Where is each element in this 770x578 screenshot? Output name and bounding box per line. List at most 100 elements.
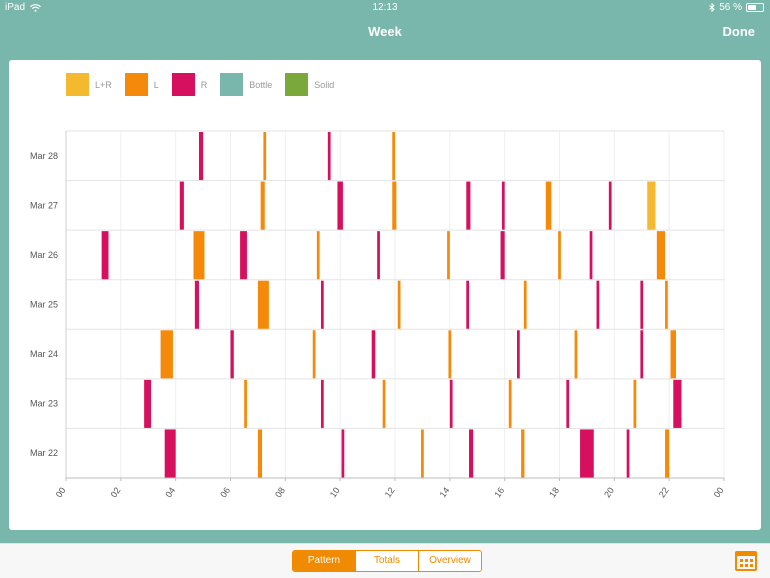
feed-bar-l [558, 231, 561, 280]
x-tick-label: 02 [109, 485, 123, 499]
feed-bar-r [240, 231, 247, 280]
legend-label: L [153, 79, 159, 90]
x-tick-label: 22 [657, 485, 671, 499]
feed-bar-l [382, 379, 386, 428]
feed-bar-l [633, 379, 637, 428]
feed-bar-r [640, 330, 644, 379]
day-label: Mar 22 [30, 448, 58, 458]
feed-bar-l-r [647, 181, 656, 230]
top-bar: iPad 12:13 56 % Week Done [0, 0, 770, 48]
day-label: Mar 23 [30, 399, 58, 409]
feed-bar-l [392, 132, 395, 181]
feed-bar-r [101, 231, 109, 280]
feed-bar-l [193, 231, 205, 280]
feed-bar-r [449, 379, 453, 428]
feed-bar-l [257, 429, 263, 478]
feed-bar-l [257, 280, 269, 329]
feed-bar-l [392, 181, 397, 230]
x-tick-label: 12 [383, 485, 397, 499]
legend: L+R L R Bottle Solid [66, 73, 347, 96]
feed-bar-l [244, 379, 247, 428]
feed-bar-l [523, 280, 527, 329]
x-tick-label: 20 [602, 485, 616, 499]
day-label: Mar 24 [30, 349, 58, 359]
feed-bar-r [164, 429, 176, 478]
legend-label: Solid [314, 79, 335, 90]
feed-bar-r [566, 379, 570, 428]
feed-bar-r [640, 280, 644, 329]
feed-bar-l [263, 132, 267, 181]
legend-item: Solid [285, 73, 334, 96]
bluetooth-icon [709, 3, 715, 12]
feed-bar-r [626, 429, 630, 478]
feed-bar-r [466, 181, 471, 230]
day-label: Mar 27 [30, 200, 58, 210]
day-label: Mar 26 [30, 250, 58, 260]
view-switcher: Pattern Totals Overview [292, 550, 482, 572]
x-tick-label: 08 [273, 485, 287, 499]
feed-bar-r [371, 330, 376, 379]
battery-percent: 56 % [719, 2, 742, 13]
legend-swatch [220, 73, 244, 96]
feed-bar-r [517, 330, 520, 379]
tab-overview[interactable]: Overview [418, 551, 481, 571]
legend-swatch [124, 73, 148, 96]
status-time: 12:13 [372, 2, 398, 13]
feed-bar-l [665, 280, 668, 329]
status-left: iPad [5, 2, 41, 13]
battery-icon [746, 3, 764, 12]
feed-bar-r [466, 280, 470, 329]
feed-bar-r [198, 132, 204, 181]
feed-bar-l [574, 330, 578, 379]
legend-label: L+R [95, 79, 112, 90]
x-tick-label: 04 [163, 485, 177, 499]
feed-bar-l [656, 231, 666, 280]
pattern-chart: Mar 28 Mar 27 Mar 26 Mar 25 Mar 24 Mar 23 Mar … [30, 130, 726, 499]
feed-bar-r [377, 231, 380, 280]
feed-bar-r [179, 181, 184, 230]
feed-bar-l [448, 330, 452, 379]
page-title: Week [368, 24, 402, 39]
feed-bar-l [397, 280, 401, 329]
day-label: Mar 28 [30, 151, 58, 161]
x-tick-label: 14 [438, 485, 452, 499]
feed-bar-l [260, 181, 265, 230]
feed-bar-l [665, 429, 670, 478]
calendar-icon[interactable] [735, 551, 757, 571]
feed-bar-r [596, 280, 600, 329]
tab-totals[interactable]: Totals [355, 551, 418, 571]
x-tick-label: 18 [547, 485, 561, 499]
feed-bar-r [341, 429, 345, 478]
feed-bar-r [320, 280, 324, 329]
feed-bar-r [469, 429, 474, 478]
x-tick-label: 00 [712, 485, 726, 499]
x-tick-label: 00 [54, 485, 68, 499]
feed-bar-l [545, 181, 552, 230]
device-label: iPad [5, 2, 26, 13]
feed-bar-l [447, 231, 450, 280]
done-button[interactable]: Done [722, 24, 756, 39]
legend-label: Bottle [249, 79, 273, 90]
feed-bar-l [316, 231, 320, 280]
feed-bar-l [421, 429, 424, 478]
legend-swatch [171, 73, 195, 96]
x-tick-label: 06 [218, 485, 232, 499]
x-tick-label: 10 [328, 485, 342, 499]
feed-bar-r [580, 429, 594, 478]
day-label: Mar 25 [30, 300, 58, 310]
feed-bar-r [673, 379, 682, 428]
feed-bar-r [144, 379, 151, 428]
tab-pattern[interactable]: Pattern [293, 551, 355, 571]
legend-item: Bottle [220, 73, 272, 96]
legend-label: R [200, 79, 208, 90]
status-right: 56 % [709, 2, 764, 13]
feed-bar-l [521, 429, 525, 478]
legend-item: L+R [66, 73, 112, 96]
legend-swatch [285, 73, 309, 96]
feed-bar-r [327, 132, 331, 181]
legend-item: L [124, 73, 159, 96]
wifi-icon [30, 3, 41, 12]
feed-bar-r [230, 330, 234, 379]
feed-bar-l [312, 330, 316, 379]
legend-swatch [66, 73, 89, 96]
